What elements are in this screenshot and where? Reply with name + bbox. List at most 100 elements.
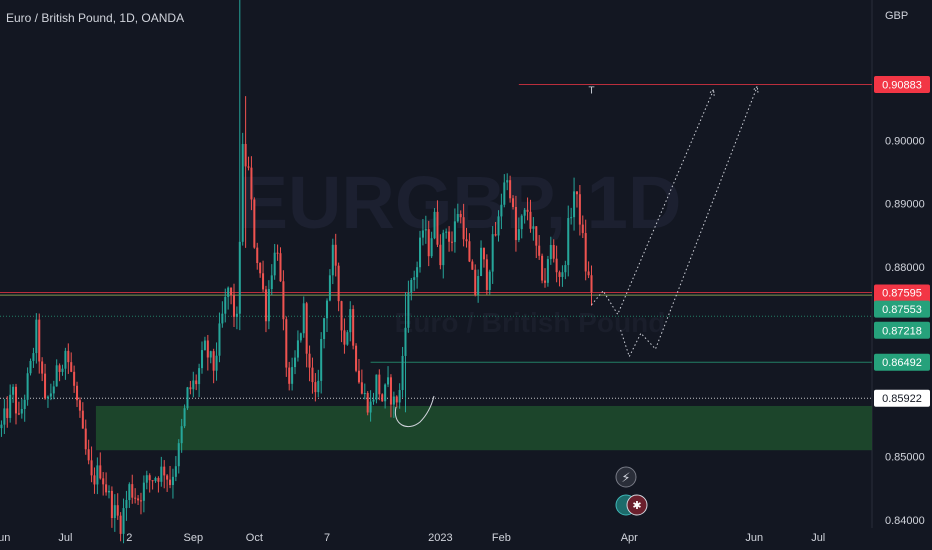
candle-body bbox=[23, 399, 26, 409]
candle-body bbox=[267, 289, 270, 322]
candle-body bbox=[564, 265, 567, 273]
candles bbox=[0, 0, 593, 544]
candle-body bbox=[41, 361, 44, 374]
candle-body bbox=[526, 209, 529, 212]
candle-body bbox=[84, 428, 87, 450]
level-badge-87553[interactable] bbox=[874, 300, 930, 318]
demand-zone-layer bbox=[95, 405, 873, 451]
candle-body bbox=[52, 386, 55, 394]
candle-body bbox=[256, 247, 259, 264]
candle-body bbox=[549, 245, 552, 260]
candle-body bbox=[122, 508, 125, 534]
time-tick-label: Feb bbox=[492, 532, 511, 544]
candle-body bbox=[160, 466, 163, 482]
candle-body bbox=[506, 180, 509, 183]
level-badge-86492[interactable] bbox=[874, 353, 930, 371]
candle-body bbox=[134, 497, 137, 499]
candle-body bbox=[125, 500, 128, 509]
candle-body bbox=[14, 386, 18, 414]
uk-cross-icon: ✱ bbox=[632, 500, 641, 512]
time-tick-label: 2 bbox=[126, 532, 132, 544]
candle-body bbox=[442, 232, 445, 266]
candle-body bbox=[9, 394, 12, 418]
time-tick-label: Apr bbox=[621, 532, 638, 544]
candle-body bbox=[430, 238, 433, 257]
candle-body bbox=[276, 252, 279, 254]
watermark: EURGBP, 1D Euro / British Pound bbox=[239, 161, 682, 338]
candle-body bbox=[389, 377, 392, 405]
time-tick-label: Oct bbox=[246, 532, 263, 544]
level-badge-85922-text: 0.85922 bbox=[882, 393, 922, 405]
candle-body bbox=[67, 350, 70, 363]
candle-body bbox=[299, 333, 302, 341]
candle-body bbox=[259, 263, 262, 274]
target-label: T bbox=[588, 86, 594, 97]
candle-body bbox=[282, 281, 285, 320]
time-axis[interactable]: Jun Jul 2 Sep Oct 7 2023 Feb Apr Jun Jul bbox=[0, 532, 825, 544]
event-icons[interactable]: ⚡ ✱ bbox=[615, 466, 648, 516]
projection-path-1[interactable] bbox=[620, 86, 758, 358]
candle-body bbox=[561, 272, 564, 277]
price-tick-label: 0.85000 bbox=[885, 452, 925, 464]
candle-body bbox=[317, 380, 320, 393]
candle-body bbox=[58, 365, 61, 372]
candle-body bbox=[209, 351, 212, 358]
candle-body bbox=[535, 226, 538, 246]
candle-body bbox=[264, 289, 267, 322]
time-tick-label: Jun bbox=[0, 532, 10, 544]
candle-body bbox=[235, 313, 238, 317]
lightning-icon: ⚡ bbox=[621, 470, 630, 485]
candle-body bbox=[416, 267, 419, 278]
candle-body bbox=[81, 410, 84, 429]
candle-body bbox=[102, 478, 105, 485]
candle-body bbox=[285, 319, 288, 368]
candle-body bbox=[105, 484, 108, 493]
candle-body bbox=[232, 295, 236, 317]
candle-body bbox=[238, 241, 241, 314]
projection-path-0[interactable] bbox=[591, 89, 715, 316]
candle-body bbox=[70, 362, 73, 372]
candle-body bbox=[398, 390, 401, 403]
candle-body bbox=[366, 392, 369, 413]
candle-body bbox=[311, 367, 314, 383]
uk-flag-icon[interactable] bbox=[626, 494, 648, 516]
candle-body bbox=[305, 303, 308, 354]
level-badge-85922[interactable] bbox=[874, 389, 930, 407]
candle-body bbox=[363, 392, 366, 394]
candle-body bbox=[46, 396, 49, 399]
candle-body bbox=[139, 500, 142, 502]
price-levels: T bbox=[0, 84, 872, 399]
candle-body bbox=[78, 400, 81, 411]
candle-body bbox=[314, 382, 317, 393]
curve-annotation[interactable] bbox=[394, 395, 435, 427]
candle-body bbox=[482, 247, 485, 260]
candle-body bbox=[517, 229, 520, 241]
candle-body bbox=[541, 255, 544, 281]
candle-body bbox=[512, 198, 515, 208]
level-badge-87218-text: 0.87218 bbox=[882, 325, 922, 337]
candle-body bbox=[355, 345, 358, 371]
demand-zone[interactable] bbox=[95, 405, 873, 451]
level-badge-87218[interactable] bbox=[874, 321, 930, 339]
candle-body bbox=[410, 279, 413, 293]
candle-body bbox=[349, 309, 352, 333]
dividend-icon[interactable] bbox=[615, 466, 637, 488]
candle-body bbox=[459, 213, 462, 218]
candle-body bbox=[573, 191, 576, 218]
target-price-badge[interactable] bbox=[874, 76, 930, 94]
price-tick-label: 0.90000 bbox=[885, 135, 925, 147]
candle-body bbox=[270, 275, 273, 290]
candle-body bbox=[509, 180, 512, 199]
price-axis[interactable]: GBP 0.90000 0.89000 0.88000 0.85000 0.84000 bbox=[885, 10, 925, 527]
candle-body bbox=[273, 252, 276, 276]
drawings bbox=[394, 395, 435, 427]
candle-body bbox=[427, 229, 430, 257]
candle-body bbox=[590, 275, 593, 293]
candle-body bbox=[503, 182, 506, 205]
candle-body bbox=[183, 408, 186, 427]
candle-body bbox=[110, 490, 113, 519]
candle-body bbox=[61, 368, 64, 372]
candle-body bbox=[552, 245, 555, 259]
